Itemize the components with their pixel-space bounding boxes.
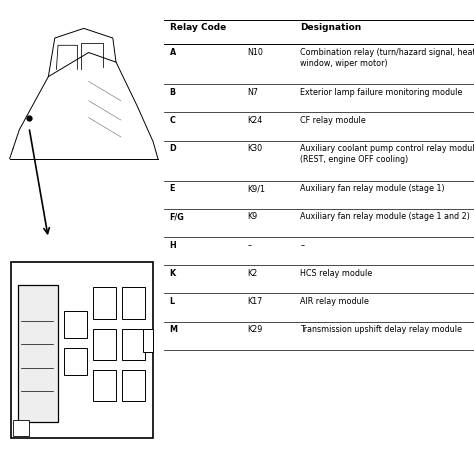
Text: K17: K17 [247,297,263,306]
Text: Transmission upshift delay relay module: Transmission upshift delay relay module [300,325,462,334]
Text: Designation: Designation [300,23,361,32]
Text: K29: K29 [247,325,263,334]
Text: K: K [170,269,176,278]
Text: K24: K24 [247,116,263,125]
Text: Auxiliary fan relay module (stage 1): Auxiliary fan relay module (stage 1) [300,184,445,193]
Text: K30: K30 [247,144,263,153]
Text: Relay Code: Relay Code [170,23,226,32]
Bar [64,348,87,375]
Text: Auxiliary coolant pump control relay module
(REST, engine OFF cooling): Auxiliary coolant pump control relay mod… [300,144,474,164]
Text: H: H [170,241,176,250]
Text: C: C [170,116,175,125]
Bar [93,288,116,318]
Bar [122,288,145,318]
Text: D: D [170,144,176,153]
Text: K9/1: K9/1 [247,184,265,193]
Text: –: – [300,241,304,250]
Text: L: L [170,297,175,306]
Text: B: B [170,88,176,97]
Text: N10: N10 [247,48,263,57]
Text: K2: K2 [247,269,257,278]
Text: K9: K9 [247,212,257,222]
Text: M: M [170,325,178,334]
Bar [122,329,145,360]
Bar [11,262,153,438]
Text: N7: N7 [247,88,258,97]
Text: E: E [170,184,175,193]
Text: Combination relay (turn/hazard signal, heated rear
window, wiper motor): Combination relay (turn/hazard signal, h… [300,48,474,68]
Text: F/G: F/G [170,212,184,222]
Bar [93,329,116,360]
Bar [18,285,58,422]
Text: A: A [170,48,176,57]
Text: –: – [247,241,251,250]
Text: Exterior lamp failure monitoring module: Exterior lamp failure monitoring module [300,88,463,97]
Bar [13,420,29,436]
Bar [93,369,116,401]
Bar [64,311,87,339]
Bar [122,369,145,401]
Text: AIR relay module: AIR relay module [300,297,369,306]
Text: CF relay module: CF relay module [300,116,366,125]
Bar [143,329,153,352]
Text: HCS relay module: HCS relay module [300,269,373,278]
Text: Auxiliary fan relay module (stage 1 and 2): Auxiliary fan relay module (stage 1 and … [300,212,470,222]
